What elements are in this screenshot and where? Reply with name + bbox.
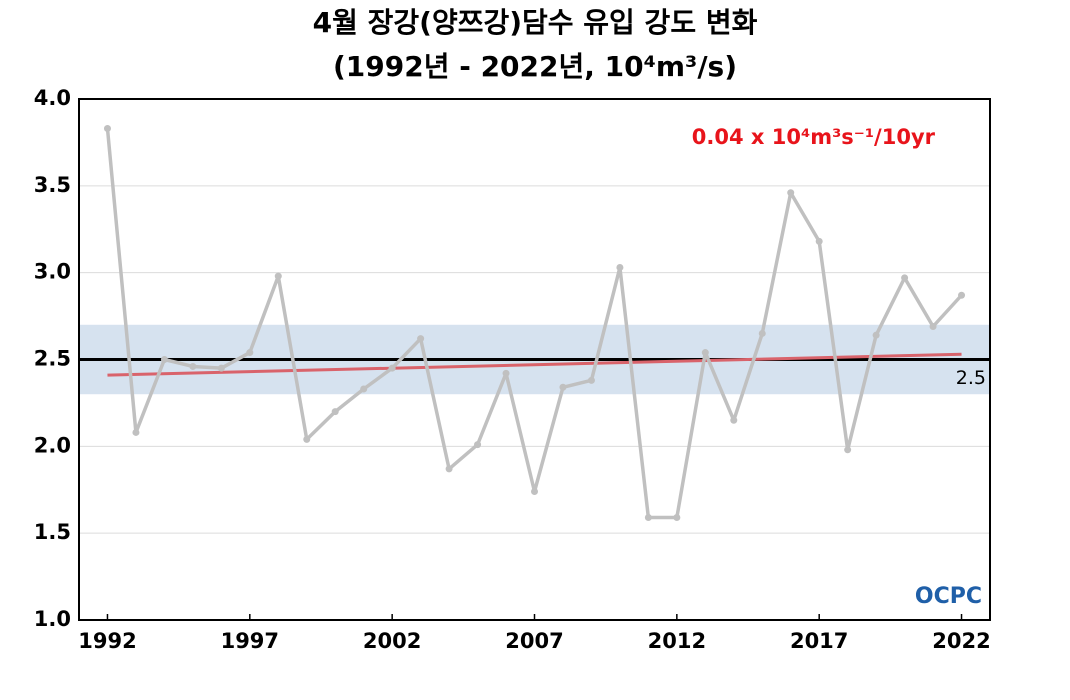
data-point xyxy=(872,331,880,339)
data-point xyxy=(445,465,453,473)
trend-line xyxy=(107,352,962,377)
chart-subtitle: (1992년 - 2022년, 10⁴m³/s) xyxy=(333,50,737,83)
y-tick-label: 1.5 xyxy=(34,520,71,544)
data-point xyxy=(160,356,168,363)
reference-label: 2.5 xyxy=(956,367,986,389)
data-point xyxy=(673,514,681,522)
y-tick-label: 2.0 xyxy=(34,433,71,457)
data-point xyxy=(730,416,738,424)
data-point xyxy=(559,383,567,391)
data-point xyxy=(844,446,852,454)
data-point xyxy=(388,364,396,372)
data-point xyxy=(815,237,823,245)
x-tick-label: 2007 xyxy=(505,629,563,653)
data-point xyxy=(217,364,225,372)
data-point xyxy=(531,487,538,495)
data-point xyxy=(331,408,339,416)
y-tick-label: 3.0 xyxy=(34,260,71,284)
x-tick-label: 2022 xyxy=(932,629,990,653)
data-point xyxy=(644,514,652,522)
data-point xyxy=(901,274,909,282)
data-point xyxy=(417,335,425,343)
y-tick-label: 2.5 xyxy=(34,347,71,371)
data-point xyxy=(587,376,595,384)
data-point xyxy=(303,435,311,443)
data-point xyxy=(474,441,482,449)
x-tick-label: 2002 xyxy=(363,629,421,653)
data-point xyxy=(758,329,766,337)
data-point xyxy=(701,349,709,357)
chart-title: 4월 장강(양쯔강)담수 유입 강도 변화 xyxy=(313,6,758,39)
logo: OCPC xyxy=(915,584,982,609)
data-point xyxy=(132,428,140,436)
data-point xyxy=(929,323,937,331)
data-point xyxy=(502,369,510,377)
data-point xyxy=(189,362,197,370)
data-point xyxy=(360,385,368,393)
data-point xyxy=(274,272,282,280)
series-line xyxy=(105,128,963,520)
x-tick-label: 1992 xyxy=(78,629,136,653)
plot-frame xyxy=(78,98,991,621)
x-tick-label: 2012 xyxy=(648,629,706,653)
y-tick-label: 1.0 xyxy=(34,607,71,631)
data-point xyxy=(958,291,966,299)
data-point xyxy=(246,349,254,357)
x-tick-label: 1997 xyxy=(221,629,279,653)
y-tick-label: 3.5 xyxy=(34,173,71,197)
y-tick-label: 4.0 xyxy=(34,86,71,110)
data-point xyxy=(616,263,624,271)
data-point xyxy=(787,189,795,197)
data-point xyxy=(103,125,111,133)
x-tick-label: 2017 xyxy=(790,629,848,653)
trend-label: 0.04 x 10⁴m³s⁻¹/10yr xyxy=(692,125,936,149)
